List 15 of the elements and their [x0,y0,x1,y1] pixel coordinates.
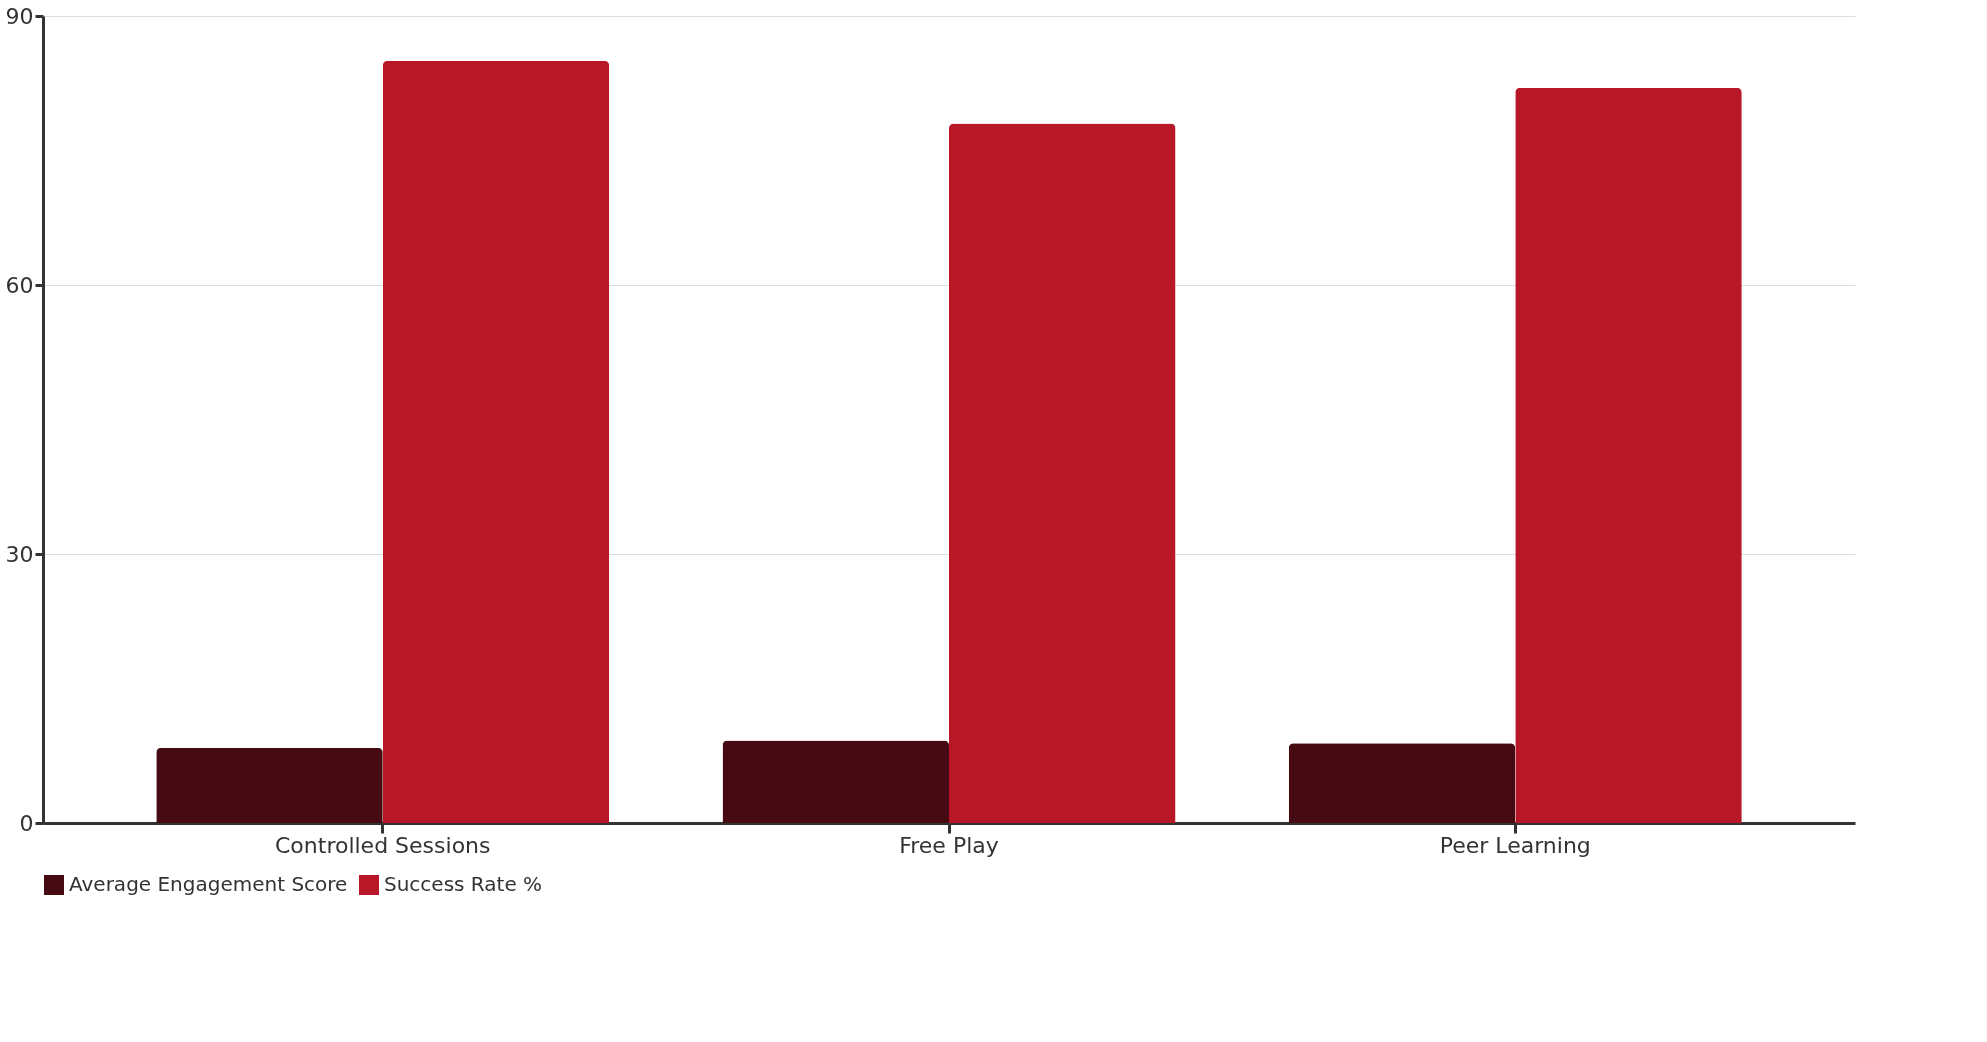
bar [1288,743,1516,823]
bar [949,123,1176,823]
y-tick-label: 60 [5,272,34,298]
x-tick-label: Peer Learning [1439,832,1591,858]
y-tick-label: 0 [19,810,34,836]
bar [722,740,949,823]
legend-label: Average Engagement Score [69,872,348,896]
x-tick-label: Controlled Sessions [274,832,491,858]
bar [156,747,383,823]
bar [382,60,610,823]
bar [1515,87,1742,823]
legend-label: Success Rate % [384,872,543,896]
x-tick-label: Free Play [899,832,999,858]
y-tick-label: 90 [5,3,34,29]
y-tick-label: 30 [5,541,34,567]
